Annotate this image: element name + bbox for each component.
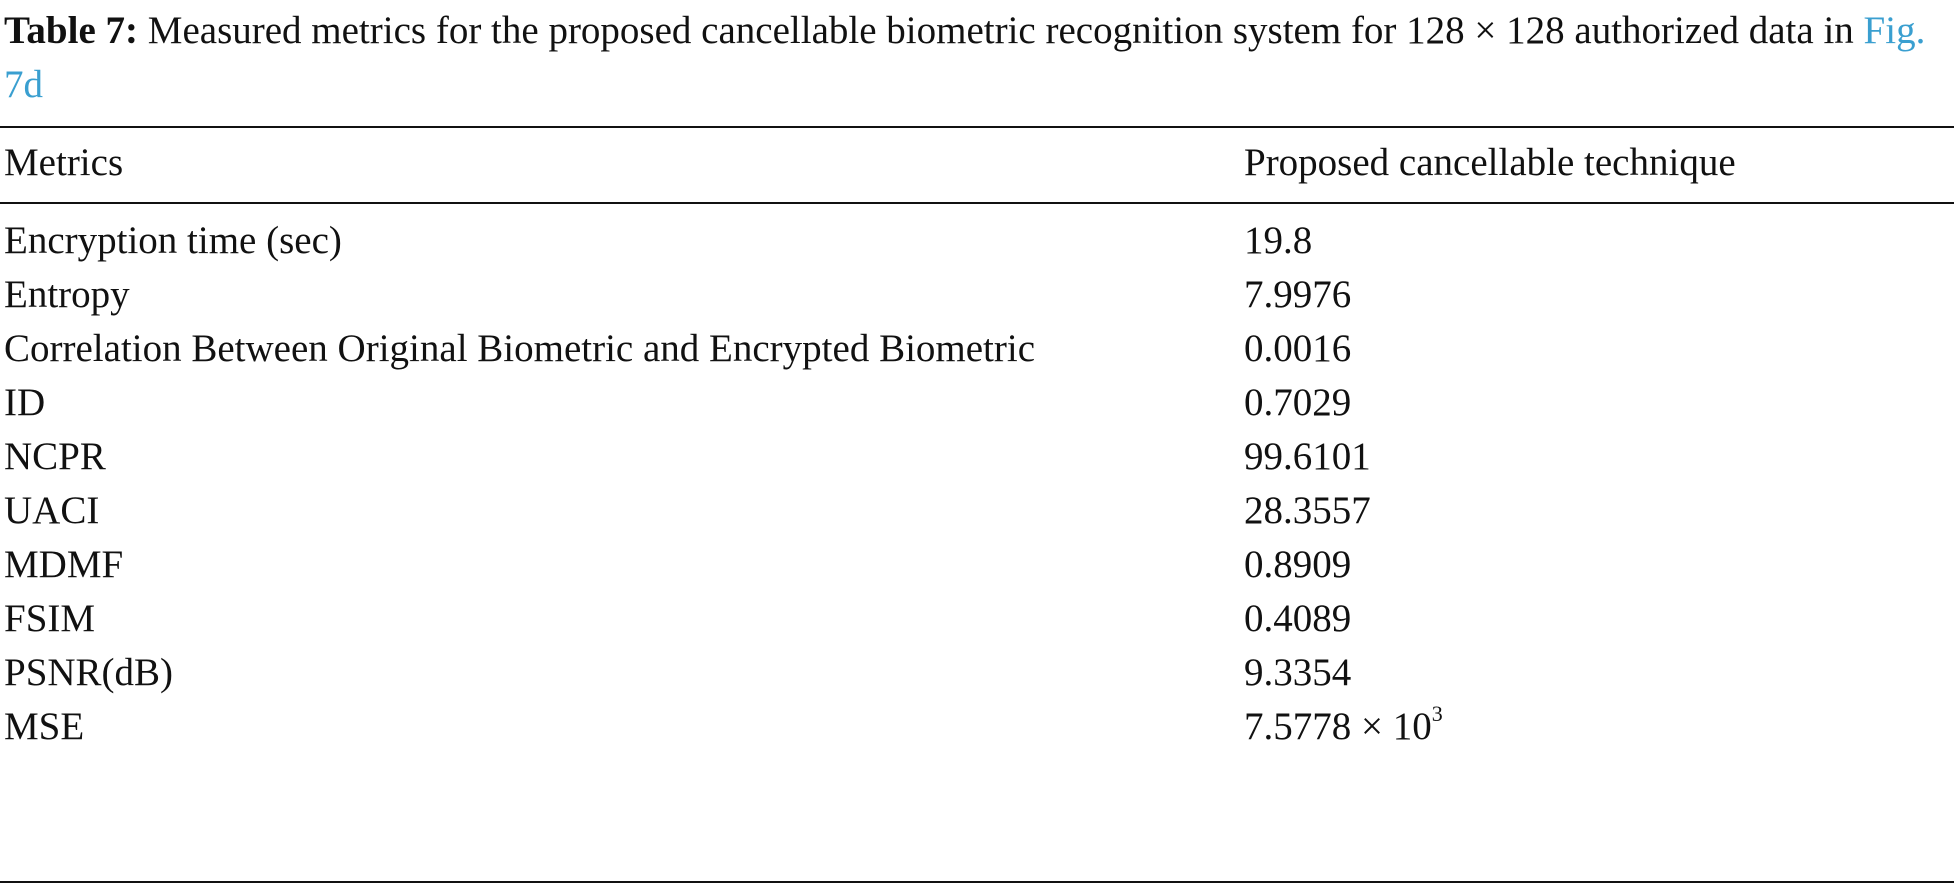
metric-cell: FSIM [4, 597, 96, 640]
table-row: Entropy 7.9976 [0, 268, 1954, 322]
value-cell: 0.8909 [1244, 543, 1352, 586]
table-label: Table 7: [4, 9, 139, 52]
header-metrics: Metrics [4, 141, 124, 184]
table-row: NCPR 99.6101 [0, 430, 1954, 484]
table-row: Correlation Between Original Biometric a… [0, 322, 1954, 376]
value-cell: 0.4089 [1244, 597, 1352, 640]
metric-cell: MDMF [4, 543, 124, 586]
metric-cell: MSE [4, 705, 85, 748]
metric-cell: Encryption time (sec) [4, 219, 342, 262]
table-row: Encryption time (sec) 19.8 [0, 214, 1954, 268]
figure-link[interactable]: Fig. 7d [4, 9, 1926, 106]
metric-cell: Correlation Between Original Biometric a… [4, 327, 1036, 370]
value-cell: 7.5778 × 103 [1244, 700, 1944, 754]
metric-cell: ID [4, 381, 46, 424]
table-row: FSIM 0.4089 [0, 592, 1954, 646]
metric-cell: PSNR(dB) [4, 651, 174, 694]
table-row: PSNR(dB) 9.3354 [0, 646, 1954, 700]
value-cell: 19.8 [1244, 219, 1313, 262]
value-exponent: 3 [1431, 701, 1443, 726]
table-row: MSE 7.5778 × 103 [0, 700, 1954, 754]
table-body: Encryption time (sec) 19.8 Entropy 7.997… [0, 214, 1954, 754]
top-rule [0, 126, 1954, 128]
header-rule [0, 202, 1954, 204]
value-cell: 99.6101 [1244, 435, 1371, 478]
value-cell: 9.3354 [1244, 651, 1352, 694]
metric-cell: Entropy [4, 273, 130, 316]
metric-cell: UACI [4, 489, 100, 532]
header-technique: Proposed cancellable technique [1244, 141, 1736, 184]
value-cell: 7.9976 [1244, 273, 1352, 316]
caption-text: Measured metrics for the proposed cancel… [138, 9, 1864, 52]
metric-cell: NCPR [4, 435, 106, 478]
table-row: ID 0.7029 [0, 376, 1954, 430]
table-row: MDMF 0.8909 [0, 538, 1954, 592]
value-cell: 28.3557 [1244, 489, 1371, 532]
value-cell: 0.0016 [1244, 327, 1352, 370]
table-caption: Table 7: Measured metrics for the propos… [4, 4, 1950, 112]
value-base: 7.5778 × 10 [1244, 705, 1432, 748]
value-cell: 0.7029 [1244, 381, 1352, 424]
bottom-rule [0, 881, 1954, 883]
table-row: UACI 28.3557 [0, 484, 1954, 538]
